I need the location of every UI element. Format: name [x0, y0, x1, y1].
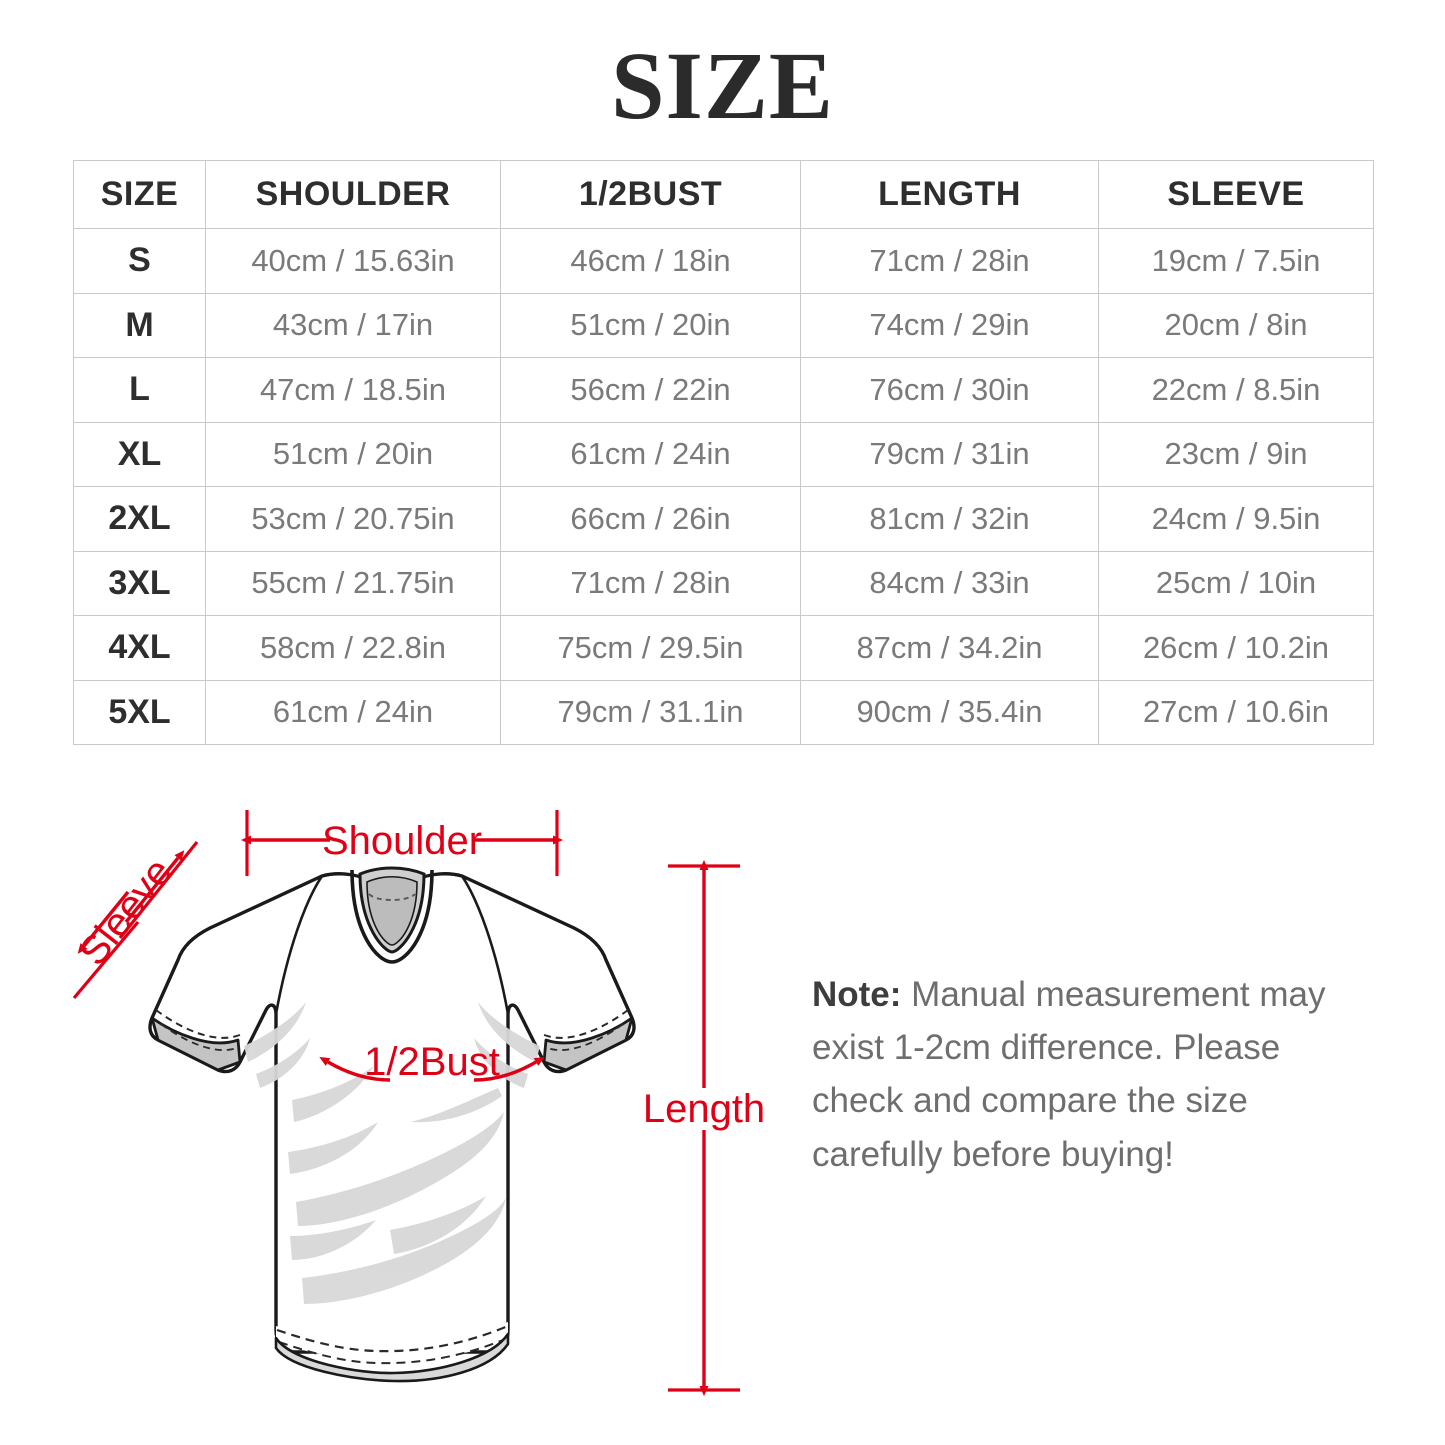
cell-sleeve: 23cm / 9in: [1098, 421, 1374, 487]
cell-length: 76cm / 30in: [800, 357, 1099, 423]
table-row: 4XL 58cm / 22.8in 75cm / 29.5in 87cm / 3…: [73, 615, 1374, 681]
table-row: XL 51cm / 20in 61cm / 24in 79cm / 31in 2…: [73, 421, 1374, 487]
cell-length: 87cm / 34.2in: [800, 615, 1099, 681]
cell-bust: 71cm / 28in: [500, 550, 801, 616]
cell-sleeve: 19cm / 7.5in: [1098, 228, 1374, 294]
tshirt-illustration: [148, 866, 636, 1383]
sleeve-label: Sleeve: [71, 850, 181, 973]
column-header-shoulder: SHOULDER: [205, 160, 501, 229]
shoulder-dimension: Shoulder: [241, 810, 563, 876]
table-header-row: SIZE SHOULDER 1/2BUST LENGTH SLEEVE: [73, 160, 1374, 229]
bust-label: 1/2Bust: [364, 1040, 500, 1084]
cell-bust: 51cm / 20in: [500, 292, 801, 358]
cell-bust: 79cm / 31.1in: [500, 679, 801, 745]
page-title: SIZE: [611, 32, 834, 139]
cell-length: 71cm / 28in: [800, 228, 1099, 294]
cell-bust: 56cm / 22in: [500, 357, 801, 423]
cell-size: S: [73, 228, 206, 294]
shoulder-label: Shoulder: [322, 819, 482, 863]
table-row: L 47cm / 18.5in 56cm / 22in 76cm / 30in …: [73, 357, 1374, 423]
tshirt-measurement-diagram: Shoulder Sleeve 1/2Bust: [60, 770, 800, 1430]
note-body: Manual measurement may exist 1-2cm diffe…: [812, 975, 1326, 1174]
cell-shoulder: 55cm / 21.75in: [205, 550, 501, 616]
column-header-length: LENGTH: [800, 160, 1099, 229]
cell-shoulder: 47cm / 18.5in: [205, 357, 501, 423]
cell-bust: 61cm / 24in: [500, 421, 801, 487]
table-row: S 40cm / 15.63in 46cm / 18in 71cm / 28in…: [73, 228, 1374, 294]
cell-size: 5XL: [73, 679, 206, 745]
table-row: 5XL 61cm / 24in 79cm / 31.1in 90cm / 35.…: [73, 679, 1374, 745]
cell-shoulder: 40cm / 15.63in: [205, 228, 501, 294]
cell-size: 2XL: [73, 486, 206, 552]
cell-sleeve: 25cm / 10in: [1098, 550, 1374, 616]
cell-bust: 75cm / 29.5in: [500, 615, 801, 681]
note-text: Note: Manual measurement may exist 1-2cm…: [812, 968, 1380, 1181]
column-header-sleeve: SLEEVE: [1098, 160, 1374, 229]
cell-sleeve: 24cm / 9.5in: [1098, 486, 1374, 552]
length-label: Length: [643, 1087, 765, 1131]
bust-dimension: 1/2Bust: [319, 1040, 545, 1084]
table-row: M 43cm / 17in 51cm / 20in 74cm / 29in 20…: [73, 292, 1374, 358]
length-dimension: Length: [643, 860, 765, 1396]
cell-size: M: [73, 292, 206, 358]
cell-length: 74cm / 29in: [800, 292, 1099, 358]
cell-shoulder: 51cm / 20in: [205, 421, 501, 487]
table-header: SIZE SHOULDER 1/2BUST LENGTH SLEEVE: [73, 160, 1374, 229]
cell-size: 3XL: [73, 550, 206, 616]
cell-bust: 66cm / 26in: [500, 486, 801, 552]
cell-sleeve: 20cm / 8in: [1098, 292, 1374, 358]
cell-shoulder: 53cm / 20.75in: [205, 486, 501, 552]
cell-sleeve: 22cm / 8.5in: [1098, 357, 1374, 423]
cell-length: 90cm / 35.4in: [800, 679, 1099, 745]
cell-size: 4XL: [73, 615, 206, 681]
cell-shoulder: 61cm / 24in: [205, 679, 501, 745]
cell-size: L: [73, 357, 206, 423]
column-header-size: SIZE: [73, 160, 206, 229]
table-row: 3XL 55cm / 21.75in 71cm / 28in 84cm / 33…: [73, 550, 1374, 616]
table-row: 2XL 53cm / 20.75in 66cm / 26in 81cm / 32…: [73, 486, 1374, 552]
cell-sleeve: 26cm / 10.2in: [1098, 615, 1374, 681]
cell-length: 81cm / 32in: [800, 486, 1099, 552]
cell-length: 84cm / 33in: [800, 550, 1099, 616]
cell-bust: 46cm / 18in: [500, 228, 801, 294]
cell-size: XL: [73, 421, 206, 487]
cell-sleeve: 27cm / 10.6in: [1098, 679, 1374, 745]
cell-shoulder: 43cm / 17in: [205, 292, 501, 358]
table-body: S 40cm / 15.63in 46cm / 18in 71cm / 28in…: [73, 228, 1374, 745]
column-header-bust: 1/2BUST: [500, 160, 801, 229]
note-label: Note:: [812, 975, 902, 1014]
cell-length: 79cm / 31in: [800, 421, 1099, 487]
size-table: SIZE SHOULDER 1/2BUST LENGTH SLEEVE S 40…: [73, 160, 1374, 745]
cell-shoulder: 58cm / 22.8in: [205, 615, 501, 681]
